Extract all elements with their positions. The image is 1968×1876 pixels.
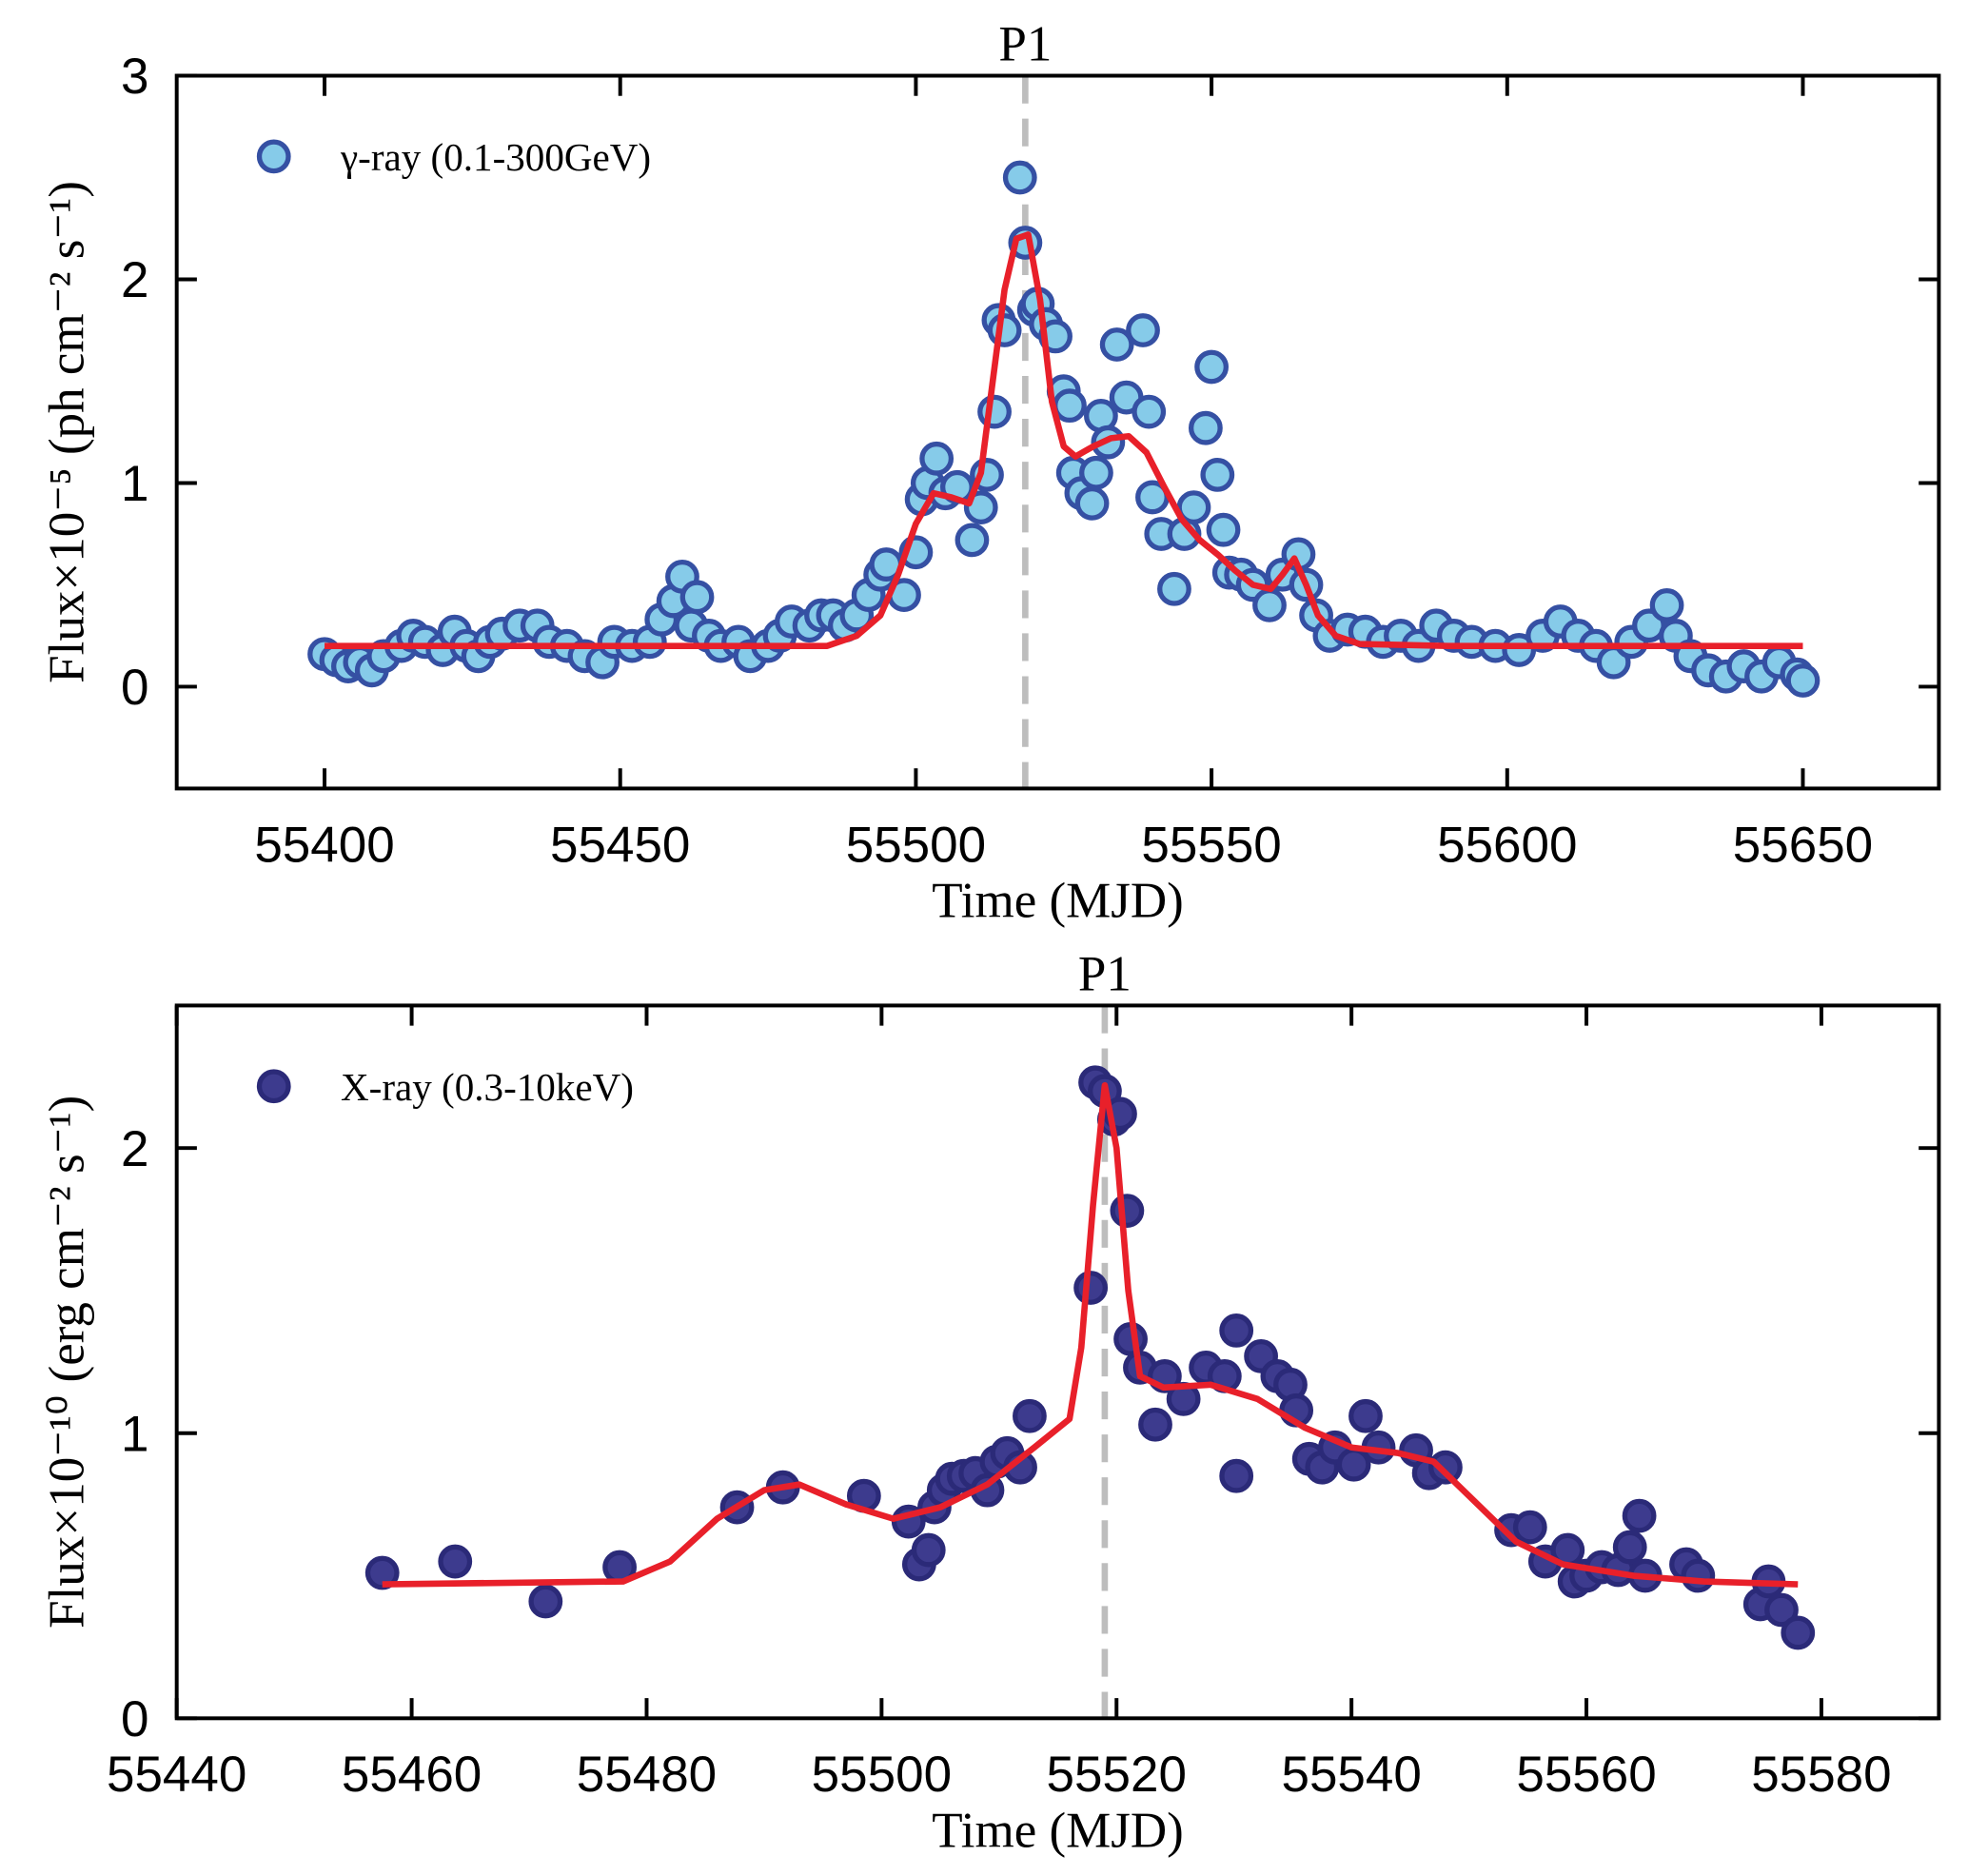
x-tick-label: 55600 (1437, 817, 1577, 873)
data-point (528, 1584, 563, 1619)
data-point (1074, 485, 1110, 521)
x-tick-label: 55500 (812, 1747, 952, 1803)
data-point (1188, 410, 1223, 445)
data-point (987, 313, 1022, 347)
data-point (1348, 1398, 1383, 1433)
data-point (1206, 512, 1241, 547)
data-point (1428, 1450, 1463, 1485)
data-point (1110, 1194, 1145, 1228)
data-point (1194, 349, 1229, 385)
data-point (1138, 1407, 1172, 1442)
data-point (1126, 313, 1160, 347)
legend-label: X-ray (0.3-10keV) (341, 1065, 634, 1109)
annotation-label: P1 (998, 17, 1052, 72)
fit-curve (325, 231, 1803, 649)
y-tick-label: 1 (121, 1406, 148, 1462)
x-tick-label: 55450 (550, 817, 690, 873)
legend-label: γ-ray (0.1-300GeV) (340, 135, 651, 179)
x-tick-label: 55650 (1733, 817, 1873, 873)
x-tick-label: 55400 (254, 817, 394, 873)
x-tick-label: 55540 (1281, 1747, 1421, 1803)
data-point (1053, 388, 1087, 424)
x-axis-label: Time (MJD) (932, 874, 1184, 929)
legend-marker (256, 1069, 291, 1104)
x-tick-label: 55440 (107, 1747, 246, 1803)
data-point (1252, 587, 1287, 622)
plot-frame (174, 73, 1941, 791)
plot-frame (174, 1003, 1941, 1721)
x-tick-label: 55560 (1516, 1747, 1656, 1803)
data-point (1079, 455, 1113, 490)
x-tick-label: 55480 (577, 1747, 717, 1803)
data-point (1176, 490, 1211, 525)
data-point (1200, 458, 1235, 492)
data-point (438, 1544, 473, 1579)
data-point (1073, 1271, 1109, 1305)
data-point (1157, 571, 1191, 606)
x-tick-label: 55500 (846, 817, 986, 873)
x-tick-label: 55550 (1141, 817, 1281, 873)
data-point (1612, 1530, 1647, 1565)
data-point (679, 580, 715, 615)
data-point (1785, 663, 1820, 698)
x-tick-label: 55580 (1751, 1747, 1891, 1803)
data-point (1764, 1592, 1799, 1628)
data-point (1132, 394, 1167, 429)
data-point (1622, 1498, 1657, 1533)
y-tick-label: 2 (121, 252, 148, 308)
data-point (1512, 1510, 1547, 1545)
fit-curve (382, 1081, 1799, 1588)
data-point (1013, 1398, 1047, 1433)
y-tick-label: 3 (121, 49, 148, 105)
data-point (1649, 587, 1684, 622)
data-point (1219, 1458, 1254, 1493)
legend-marker (256, 139, 291, 174)
data-point (364, 1555, 400, 1590)
data-point (1099, 327, 1134, 362)
y-tick-label: 0 (121, 660, 148, 716)
x-tick-label: 55460 (342, 1747, 482, 1803)
data-point (919, 441, 954, 476)
panel: 55440 55460 55480 55500 55520 55540 55560 55580… (40, 947, 1941, 1859)
panel: 55400 55450 55500 55550 55600 55650 0 1 2 3 Time (… (40, 17, 1941, 929)
y-tick-label: 1 (121, 456, 148, 512)
y-axis-label: Flux×10⁻¹⁰ (erg cm⁻² s⁻¹) (40, 1096, 95, 1629)
x-tick-label: 55520 (1047, 1747, 1187, 1803)
data-point (911, 1532, 946, 1568)
data-point (1781, 1615, 1816, 1650)
x-axis-label: Time (MJD) (932, 1804, 1184, 1859)
data-point (1681, 1558, 1716, 1593)
data-point (954, 523, 990, 558)
data-point (1002, 160, 1037, 195)
data-point (1219, 1313, 1254, 1348)
y-axis-label: Flux×10⁻⁵ (ph cm⁻² s⁻¹) (40, 181, 95, 683)
y-tick-label: 2 (121, 1121, 148, 1177)
y-tick-label: 0 (121, 1691, 148, 1748)
annotation-label: P1 (1078, 947, 1132, 1002)
